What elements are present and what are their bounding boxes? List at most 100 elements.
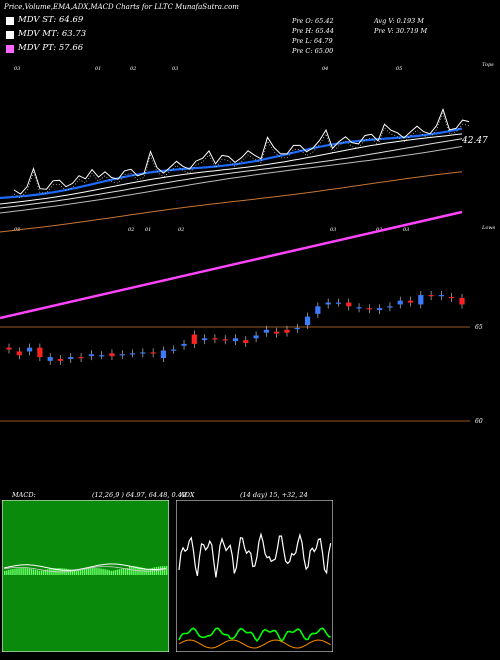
candle-body (212, 338, 218, 340)
candle-body (109, 353, 115, 357)
macd-bar (124, 568, 127, 575)
date-label-top: 01 (95, 66, 101, 72)
candle-body (171, 349, 177, 351)
pre-volume: Pre V: 30.719 M (374, 27, 428, 35)
price-close-line (13, 107, 470, 195)
macd-bar (143, 568, 145, 575)
macd-bar (24, 568, 26, 575)
macd-bar (22, 568, 24, 575)
candle-body (119, 354, 125, 356)
macd-bar (42, 570, 45, 575)
candle-body (99, 355, 105, 357)
candle-body (315, 306, 321, 314)
date-label-mid: 02 (178, 227, 184, 233)
date-label-top: 03 (172, 66, 178, 72)
legend-mt: MDV MT: 63.73 (18, 29, 87, 39)
candle-body (129, 353, 136, 355)
macd-bar (69, 569, 71, 575)
candle-body (346, 302, 352, 307)
macd-bar (18, 568, 20, 575)
macd-bar (96, 568, 98, 575)
macd-bar (6, 570, 8, 575)
candle-body (243, 340, 249, 343)
macd-bar (122, 568, 125, 575)
candle-body (78, 357, 84, 359)
macd-bar (153, 567, 156, 575)
candle-body (356, 307, 362, 309)
macd-bar (133, 566, 135, 575)
candle-body (438, 295, 445, 297)
candle-body (37, 347, 43, 358)
tops-label: Tops (482, 62, 494, 68)
macd-bar (90, 568, 92, 575)
date-label-mid: 03 (330, 227, 336, 233)
macd-bar (67, 569, 69, 575)
date-label-top: 02 (130, 66, 136, 72)
ohlc-close: Pre C: 65.00 (292, 47, 334, 55)
macd-bar (20, 568, 22, 575)
macd-bar (83, 568, 86, 575)
macd-bar (28, 568, 30, 575)
legend-pt: MDV PT: 57.66 (18, 43, 84, 53)
macd-bar (127, 568, 129, 575)
candle-body (232, 338, 239, 342)
macd-bar (98, 568, 100, 575)
macd-bar (108, 570, 110, 575)
macd-bar (149, 568, 151, 575)
macd-bar (92, 568, 94, 575)
avg-volume: Avg V: 0.193 M (374, 17, 424, 25)
macd-panel (2, 500, 169, 652)
macd-bar (71, 569, 74, 575)
candle-body (47, 357, 53, 361)
macd-label: MACD: (12, 491, 36, 499)
macd-bar (34, 569, 37, 575)
macd-bar (159, 566, 162, 575)
candle-body (284, 329, 290, 333)
candle-body (88, 354, 94, 357)
macd-bar (88, 568, 90, 575)
macd-bar (131, 566, 133, 575)
candle-body (57, 358, 64, 361)
candle-body (449, 296, 455, 299)
date-label-mid: 01 (145, 227, 151, 233)
macd-bar (36, 570, 39, 575)
macd-bar (75, 570, 78, 575)
candle-body (366, 308, 372, 310)
date-label-mid: 02 (128, 227, 134, 233)
macd-bar (26, 568, 28, 575)
ema-gray-2 (0, 138, 463, 209)
date-label-mid: 03 (403, 227, 409, 233)
adx-values: (14 day) 15, +32, 24 (240, 491, 308, 499)
ema-orange (0, 171, 463, 233)
macd-bar (129, 566, 131, 575)
candle-body (459, 297, 465, 305)
macd-bar (106, 569, 108, 575)
macd-bar (104, 569, 106, 575)
macd-bar (155, 566, 158, 575)
macd-bar (30, 568, 33, 575)
macd-bar (118, 569, 121, 575)
candle-body (160, 350, 167, 359)
macd-bar (163, 566, 166, 575)
candle-body (428, 295, 434, 297)
candle-body (274, 331, 280, 334)
macd-bar (32, 569, 35, 575)
macd-bar (47, 569, 49, 575)
macd-bar (94, 568, 96, 575)
macd-bar (102, 568, 104, 575)
macd-bar (86, 568, 88, 575)
candle-body (6, 347, 12, 350)
candle-body (377, 308, 383, 311)
candle-body (407, 300, 414, 303)
price-label-65: 65 (475, 324, 483, 331)
ema-gray-1 (0, 146, 463, 214)
macd-bar (157, 566, 160, 575)
macd-bar (81, 569, 84, 575)
ema-white (0, 133, 463, 205)
macd-bar (112, 570, 115, 575)
mdv-pt-line (0, 210, 463, 320)
legend-swatch-pt (6, 45, 14, 53)
macd-bar (100, 568, 102, 575)
chart-title: Price,Volume,EMA,ADX,MACD Charts for LLT… (4, 3, 239, 11)
